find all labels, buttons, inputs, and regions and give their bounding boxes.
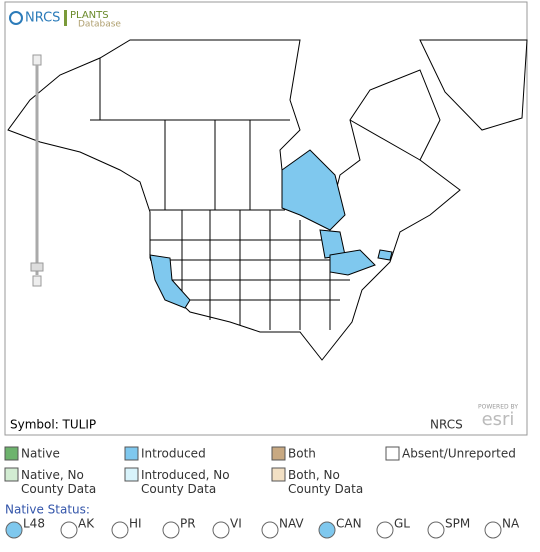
esri-powered: POWERED BY <box>478 404 518 411</box>
legend-label: Both, No County Data <box>288 468 363 496</box>
radio-button[interactable] <box>427 521 445 539</box>
map-credit: NRCS <box>430 418 463 432</box>
radio-button[interactable] <box>484 521 502 539</box>
esri-logo: esri <box>482 409 515 430</box>
radio-label: L48 <box>23 517 45 531</box>
radio-button[interactable] <box>261 521 279 539</box>
nrcs-icon <box>9 11 23 25</box>
zoom-in[interactable] <box>32 54 42 66</box>
map-layer <box>7 39 528 361</box>
radio-label: GL <box>394 517 410 531</box>
introduced-areas <box>149 149 393 309</box>
radio-label: SPM <box>445 517 470 531</box>
legend: Native Introduced Both Absent/Unreported Nat… <box>4 446 516 496</box>
borders <box>90 58 421 330</box>
logo-database: Database <box>78 20 121 30</box>
radio-button[interactable] <box>111 521 129 539</box>
radio-label: HI <box>129 517 142 531</box>
symbol-label: Symbol: TULIP <box>10 418 96 432</box>
radio-label: PR <box>180 517 196 531</box>
radio-button[interactable] <box>5 521 23 539</box>
radio-label: VI <box>230 517 242 531</box>
legend-label: Introduced, No County Data <box>141 468 230 496</box>
radio-button[interactable] <box>212 521 230 539</box>
ontario <box>281 149 346 231</box>
radio-button[interactable] <box>60 521 78 539</box>
legend-swatch <box>124 446 139 461</box>
logo-nrcs: NRCS <box>25 11 60 26</box>
legend-swatch <box>385 446 400 461</box>
legend-swatch <box>271 467 286 482</box>
radio-label: AK <box>78 517 95 531</box>
zoom-handle[interactable] <box>30 262 44 272</box>
native-status-options: L48 AK HI PR VI NAV CAN GL SPM NA <box>5 517 520 539</box>
radio-label: NAV <box>279 517 304 531</box>
legend-swatch <box>124 467 139 482</box>
plants-leaf <box>64 10 67 26</box>
massachusetts <box>377 249 393 261</box>
legend-swatch <box>4 467 19 482</box>
radio-label: NA <box>502 517 520 531</box>
legend-label: Introduced <box>141 447 206 461</box>
legend-swatch <box>271 446 286 461</box>
radio-button[interactable] <box>162 521 180 539</box>
radio-button[interactable] <box>376 521 394 539</box>
zoom-out[interactable] <box>32 275 42 287</box>
northeast <box>329 249 376 276</box>
legend-label: Both <box>288 447 316 461</box>
california <box>149 254 191 309</box>
native-status-label: Native Status: <box>5 503 90 517</box>
legend-label: Absent/Unreported <box>402 447 516 461</box>
greenland <box>419 39 528 131</box>
logo-plants: PLANTS <box>70 10 109 21</box>
radio-button[interactable] <box>318 521 336 539</box>
legend-label: Native, No County Data <box>21 468 96 496</box>
radio-label: CAN <box>336 517 362 531</box>
legend-swatch <box>4 446 19 461</box>
legend-label: Native <box>21 447 60 461</box>
